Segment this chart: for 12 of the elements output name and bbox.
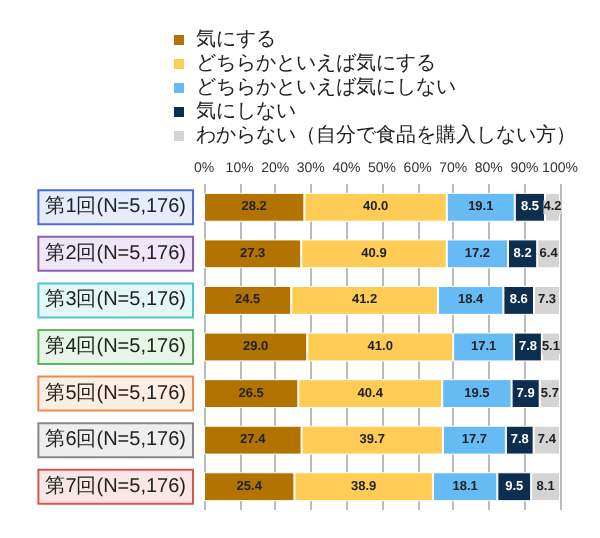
- y-tick-label: 第6回(N=5,176): [45, 427, 186, 452]
- legend-label: 気にする: [196, 29, 276, 51]
- legend-label: 気にしない: [196, 101, 296, 123]
- legend-label: どちらかといえば気にする: [196, 53, 436, 75]
- y-tick-label: 第5回(N=5,176): [45, 380, 186, 405]
- y-tick-label: 第7回(N=5,176): [45, 473, 186, 498]
- y-tick-label: 第3回(N=5,176): [45, 287, 186, 312]
- y-tick-label: 第1回(N=5,176): [45, 194, 186, 219]
- legend-label: どちらかといえば気にしない: [196, 77, 456, 99]
- y-tick-label: 第4回(N=5,176): [45, 334, 186, 358]
- y-tick-label: 第2回(N=5,176): [45, 240, 186, 265]
- legend-label: わからない（自分で食品を購入しない方）: [196, 123, 576, 147]
